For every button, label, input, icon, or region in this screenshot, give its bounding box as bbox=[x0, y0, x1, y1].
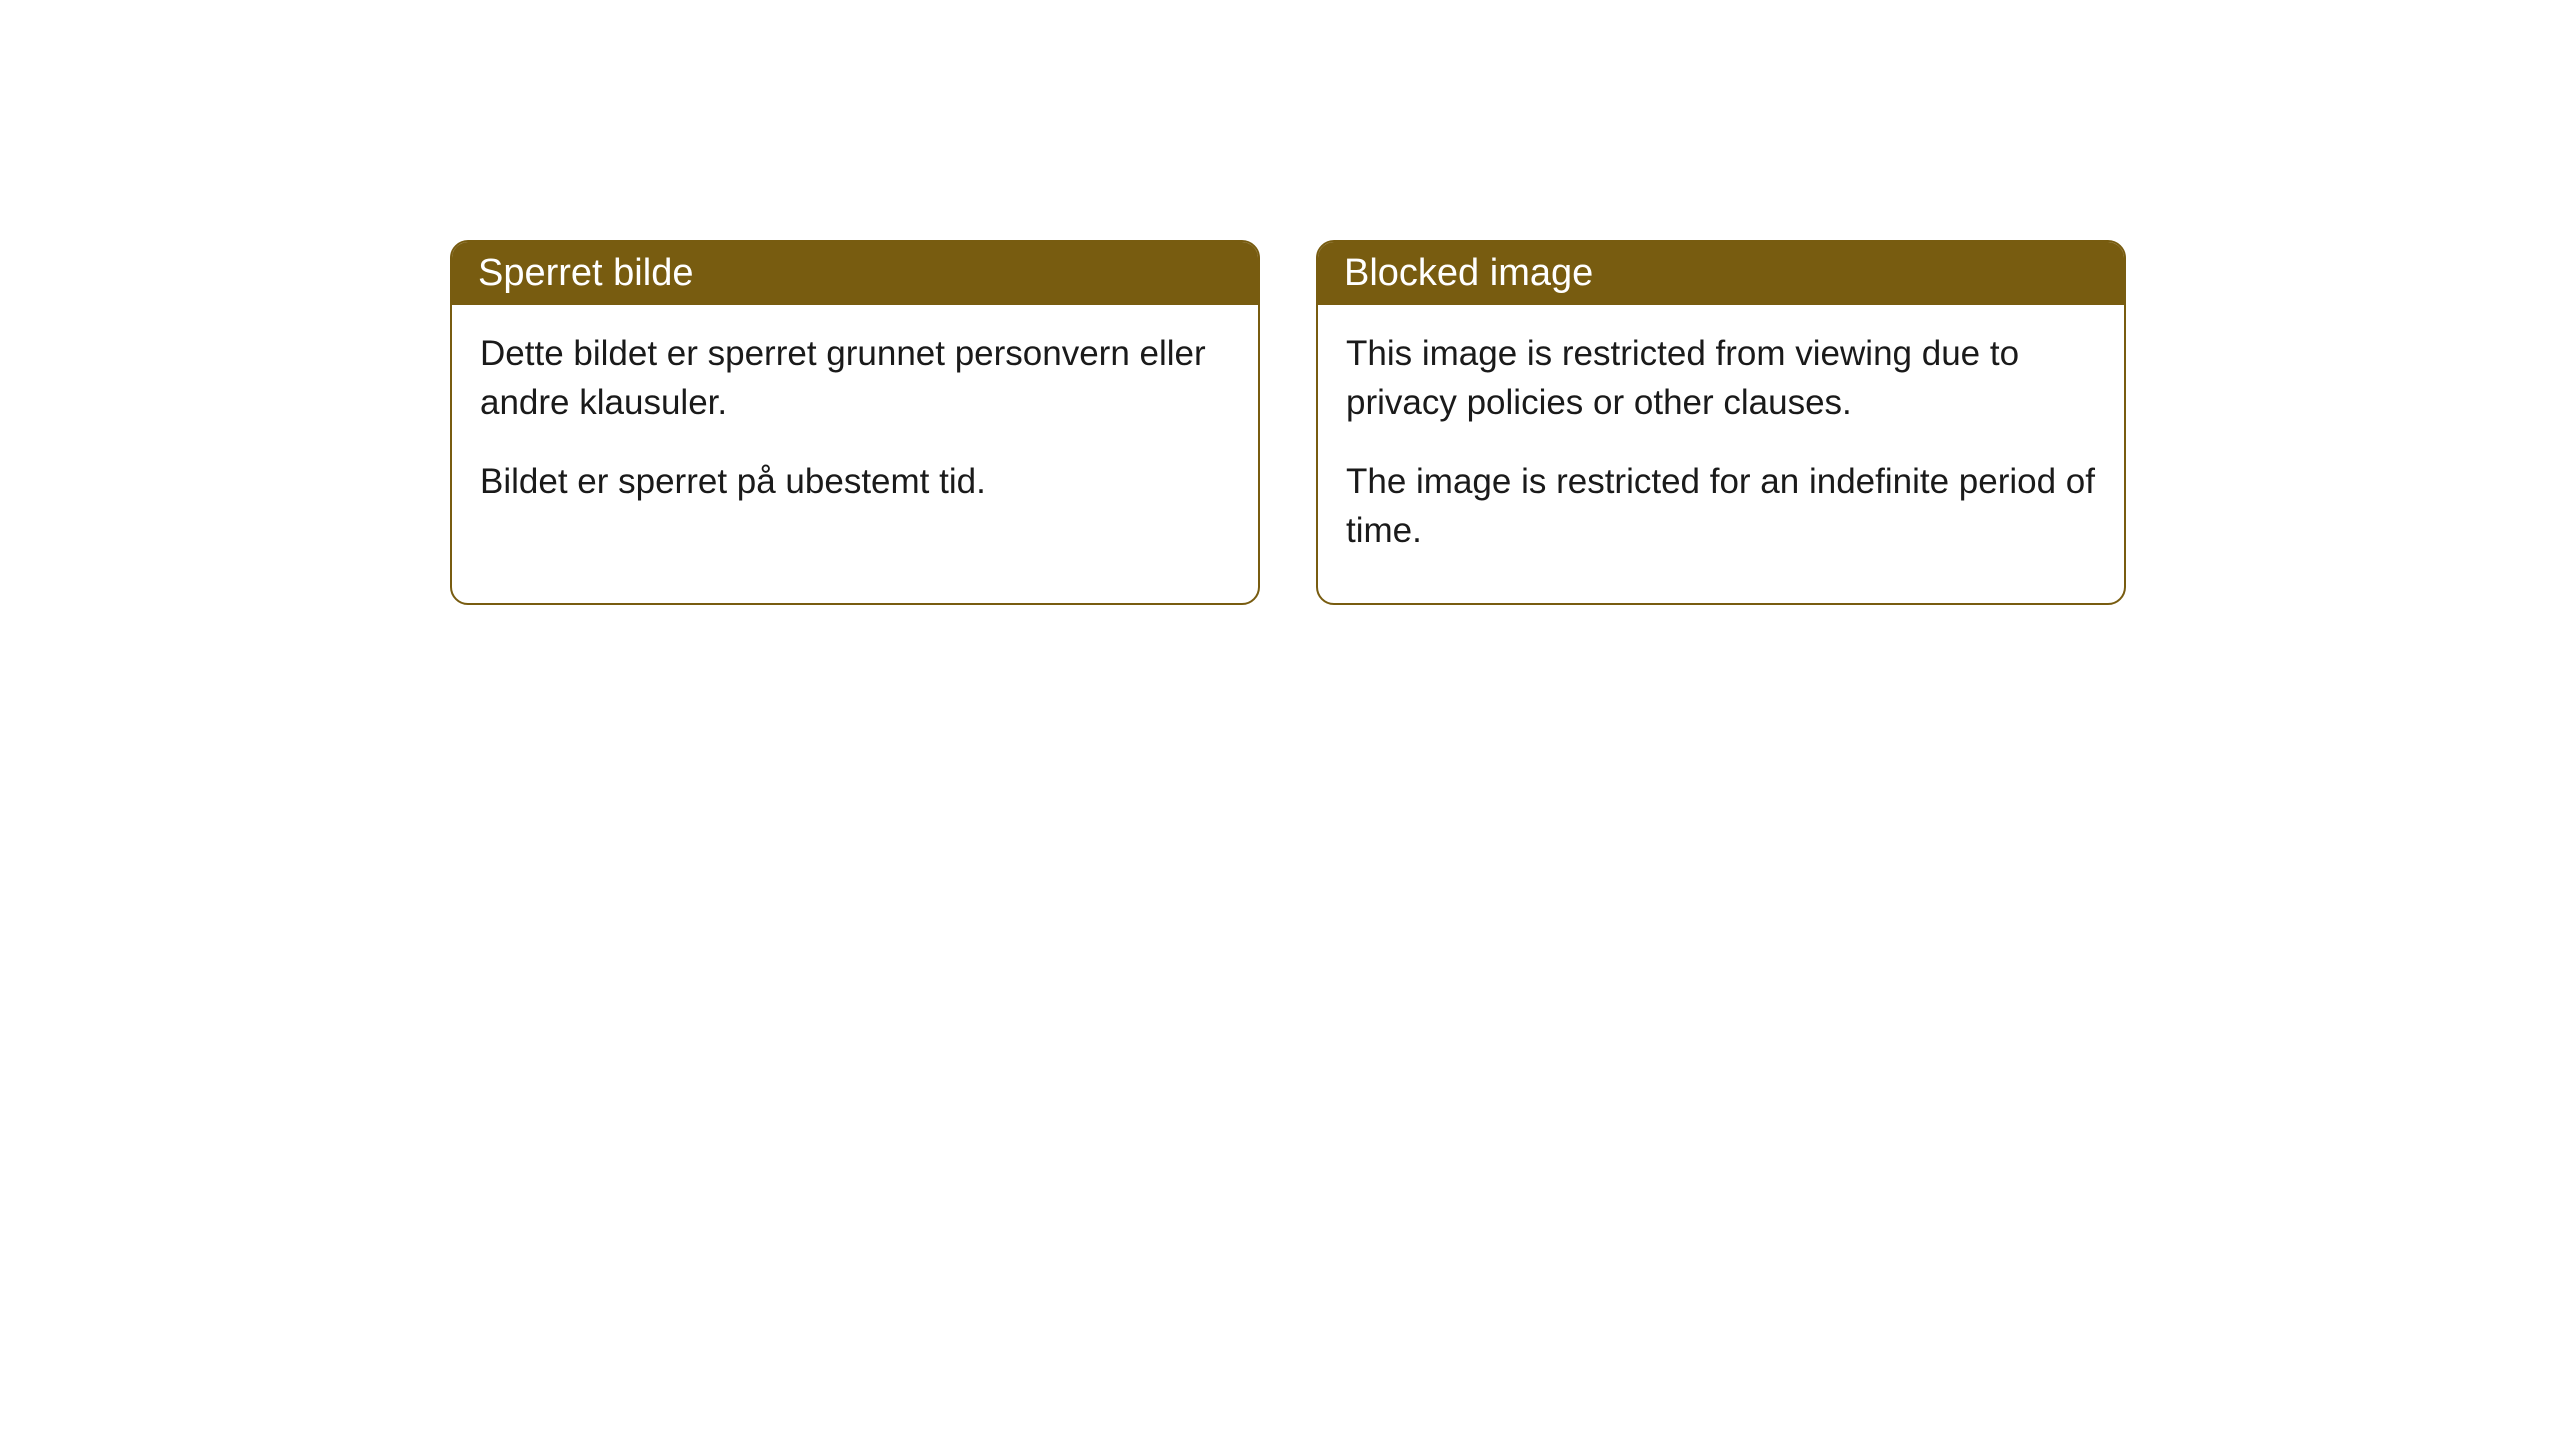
card-paragraph-2-english: The image is restricted for an indefinit… bbox=[1346, 457, 2096, 555]
card-title-english: Blocked image bbox=[1344, 252, 1593, 294]
card-header-norwegian: Sperret bilde bbox=[452, 242, 1258, 305]
card-body-english: This image is restricted from viewing du… bbox=[1318, 305, 2124, 603]
notice-card-english: Blocked image This image is restricted f… bbox=[1316, 240, 2126, 605]
notice-card-norwegian: Sperret bilde Dette bildet er sperret gr… bbox=[450, 240, 1260, 605]
card-header-english: Blocked image bbox=[1318, 242, 2124, 305]
card-paragraph-1-english: This image is restricted from viewing du… bbox=[1346, 329, 2096, 427]
card-paragraph-1-norwegian: Dette bildet er sperret grunnet personve… bbox=[480, 329, 1230, 427]
card-paragraph-2-norwegian: Bildet er sperret på ubestemt tid. bbox=[480, 457, 1230, 506]
notice-container: Sperret bilde Dette bildet er sperret gr… bbox=[450, 240, 2560, 605]
card-body-norwegian: Dette bildet er sperret grunnet personve… bbox=[452, 305, 1258, 554]
card-title-norwegian: Sperret bilde bbox=[478, 252, 693, 294]
